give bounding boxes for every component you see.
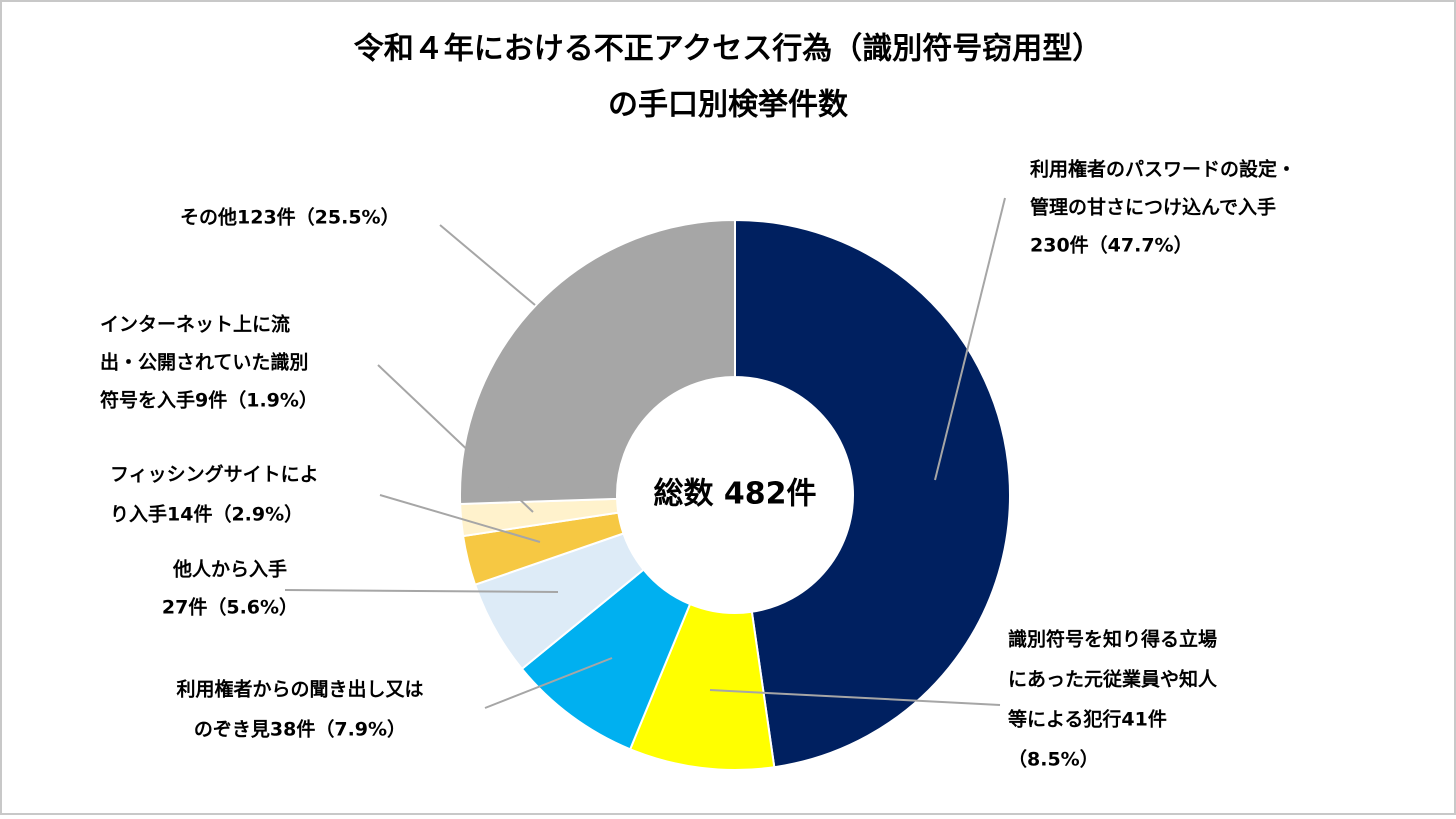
center-label: 総数 482件 — [653, 477, 816, 512]
slice-label: 利用権者のパスワードの設定・ — [1030, 158, 1296, 181]
slice-label: 管理の甘さにつけ込んで入手 — [1030, 196, 1276, 219]
leader-line — [484, 657, 613, 709]
slice-label: 符号を入手9件（1.9%） — [100, 389, 318, 412]
leader-line — [934, 197, 1006, 481]
leader-line — [379, 494, 541, 543]
leader-line — [284, 589, 559, 593]
slice-label: 識別符号を知り得る立場 — [1008, 628, 1217, 651]
leader-line — [377, 364, 534, 513]
donut-slice — [734, 218, 1011, 769]
slice-label: インターネット上に流 — [100, 313, 290, 336]
slice-label: その他123件（25.5%） — [180, 206, 400, 229]
slice-label: 出・公開されていた識別 — [100, 351, 308, 374]
leader-line — [439, 224, 536, 306]
chart-title: 令和４年における不正アクセス行為（識別符号窃用型） — [354, 32, 1103, 67]
slice-label: 利用権者からの聞き出し又は — [176, 678, 423, 701]
slice-label: 等による犯行41件 — [1007, 708, 1167, 731]
leader-line — [709, 689, 1001, 706]
slice-label: フィッシングサイトによ — [110, 463, 319, 486]
slice-label: り入手14件（2.9%） — [110, 503, 303, 526]
donut-slice — [459, 218, 736, 505]
chart-title: の手口別検挙件数 — [608, 88, 849, 123]
slice-label: 230件（47.7%） — [1030, 234, 1193, 257]
slice-label: （8.5%） — [1008, 748, 1099, 771]
slice-label: にあった元従業員や知人 — [1008, 668, 1218, 691]
slice-label: 27件（5.6%） — [162, 596, 298, 619]
slice-label: のぞき見38件（7.9%） — [194, 718, 406, 741]
slice-label: 他人から入手 — [172, 558, 287, 581]
